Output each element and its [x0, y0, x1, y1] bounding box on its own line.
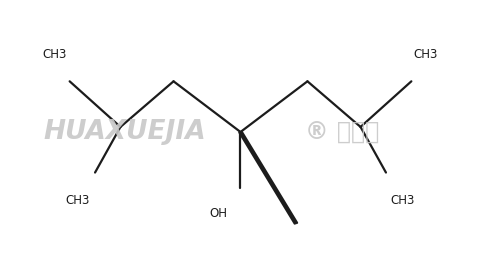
Text: CH3: CH3	[43, 48, 67, 61]
Text: HUAXUEJIA: HUAXUEJIA	[44, 119, 206, 145]
Text: ® 化学加: ® 化学加	[304, 120, 378, 144]
Text: OH: OH	[209, 207, 228, 220]
Text: CH3: CH3	[390, 194, 414, 207]
Text: CH3: CH3	[66, 194, 90, 207]
Text: CH3: CH3	[412, 48, 436, 61]
